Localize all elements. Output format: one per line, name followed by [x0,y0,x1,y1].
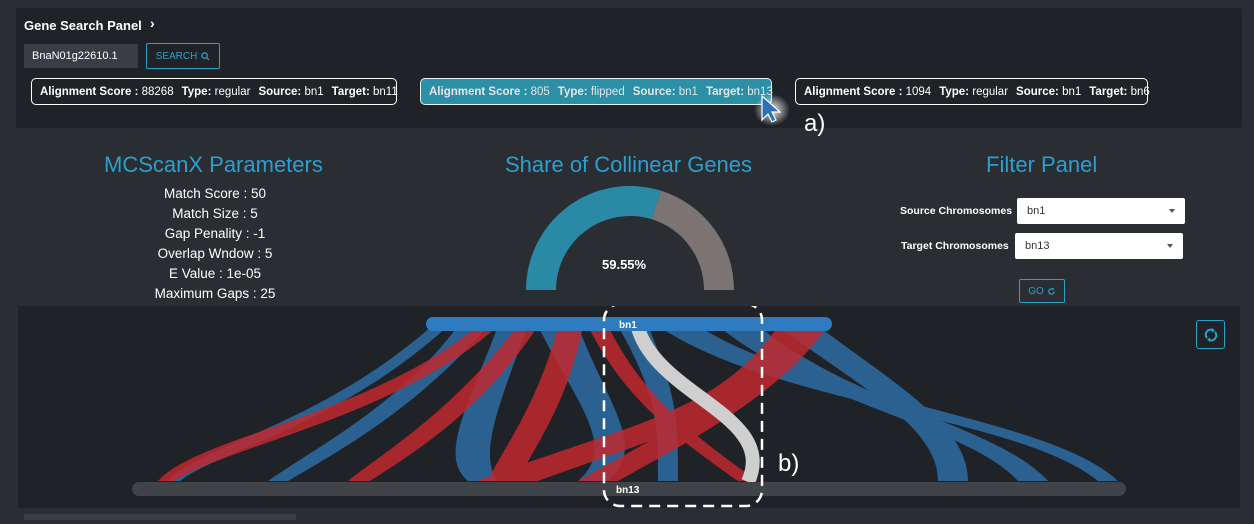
score-value: 1094 [905,85,932,98]
param-item: Overlap Wndow : 5 [157,246,273,261]
chevron-down-icon [1167,244,1173,248]
target-chrom-select[interactable]: bn13 [1015,233,1183,259]
source-value: bn1 [304,85,324,98]
score-label: Alignment Score : [804,85,903,98]
annotation-a: a) [804,110,826,137]
type-value: regular [972,85,1009,98]
synteny-view: bn1 bn13 [18,306,1240,508]
alignment-result-chip-selected[interactable]: Alignment Score : 805 Type: flipped Sour… [420,78,773,105]
ribbon [778,326,968,481]
search-label: SEARCH [155,50,198,62]
target-label: Target: [705,85,745,98]
source-label: Source: [632,85,676,98]
source-value: bn1 [1062,85,1082,98]
search-button[interactable]: SEARCH [146,43,220,69]
ribbon [718,326,1048,481]
source-label: Source: [1016,85,1059,98]
param-item: Gap Penality : -1 [164,226,266,241]
score-value: 805 [530,85,550,98]
type-label: Type: [181,85,212,98]
source-label: Source: [258,85,302,98]
bottom-strip [24,514,296,520]
bottom-chromosome-label: bn13 [616,485,640,496]
ribbon [478,326,808,481]
filter-title: Filter Panel [986,152,1098,177]
gene-search-input[interactable] [24,44,138,68]
source-value: bn1 [678,85,698,98]
go-button[interactable]: GO [1019,279,1065,303]
gene-search-panel [16,8,1242,128]
bottom-chromosome-bar[interactable] [132,482,1126,496]
top-chromosome-bar[interactable] [426,317,832,331]
params-list: Match Score : 50 Match Size : 5 Gap Pena… [110,184,320,304]
ribbon [158,326,498,481]
annotation-box [602,306,764,508]
score-value: 88268 [141,85,174,98]
ribbon [588,326,758,481]
annotation-b: b) [778,450,800,477]
target-value: bn11 [372,85,398,98]
selected-alignment-ribbon[interactable] [631,325,760,485]
target-label: Target: [1089,85,1128,98]
collinear-share-gauge [526,186,734,290]
reset-view-button[interactable] [1196,320,1225,349]
share-percent: 59.55% [602,257,647,272]
ribbon [455,326,528,481]
search-icon [201,51,210,61]
source-chrom-label: Source Chromosomes [900,205,1013,217]
ribbon [488,326,583,481]
alignment-result-chip[interactable]: Alignment Score : 1094 Type: regular Sou… [795,78,1150,105]
score-label: Alignment Score : [429,85,528,98]
search-panel-title: Gene Search Panel [24,18,142,33]
type-value: flipped [590,85,625,98]
gauge-rest-arc [651,190,734,290]
gauge-filled-arc [526,186,661,290]
ribbon [578,326,828,481]
source-chrom-value: bn1 [1027,205,1046,217]
type-value: regular [214,85,251,98]
param-item: E Value : 1e-05 [168,266,262,281]
alignment-result-chip[interactable]: Alignment Score : 88268 Type: regular So… [31,78,398,105]
param-item: Maximum Gaps : 25 [154,286,276,301]
target-chrom-label: Target Chromosomes [901,240,1009,252]
chevron-down-icon [1169,209,1175,213]
target-label: Target: [331,85,370,98]
chevron-right-icon[interactable]: › [150,15,155,31]
param-item: Match Score : 50 [163,186,267,201]
share-title: Share of Collinear Genes [505,152,753,177]
refresh-icon [1204,327,1217,342]
ribbon [348,326,538,481]
score-label: Alignment Score : [40,85,139,98]
params-title: MCScanX Parameters [104,152,323,177]
target-chrom-value: bn13 [1025,240,1050,252]
type-label: Type: [939,85,970,98]
source-chrom-select[interactable]: bn1 [1017,198,1185,224]
target-value: bn6 [1130,85,1150,98]
go-label: GO [1028,285,1044,297]
cursor-icon [754,94,790,126]
param-item: Match Size : 5 [172,206,258,221]
refresh-icon [1048,287,1055,295]
target-value: bn13 [747,85,773,98]
top-chromosome-label: bn1 [619,320,637,331]
type-label: Type: [557,85,588,98]
flipped-ribbon-group [158,326,828,481]
synteny-ribbons: bn1 bn13 [132,306,1126,508]
